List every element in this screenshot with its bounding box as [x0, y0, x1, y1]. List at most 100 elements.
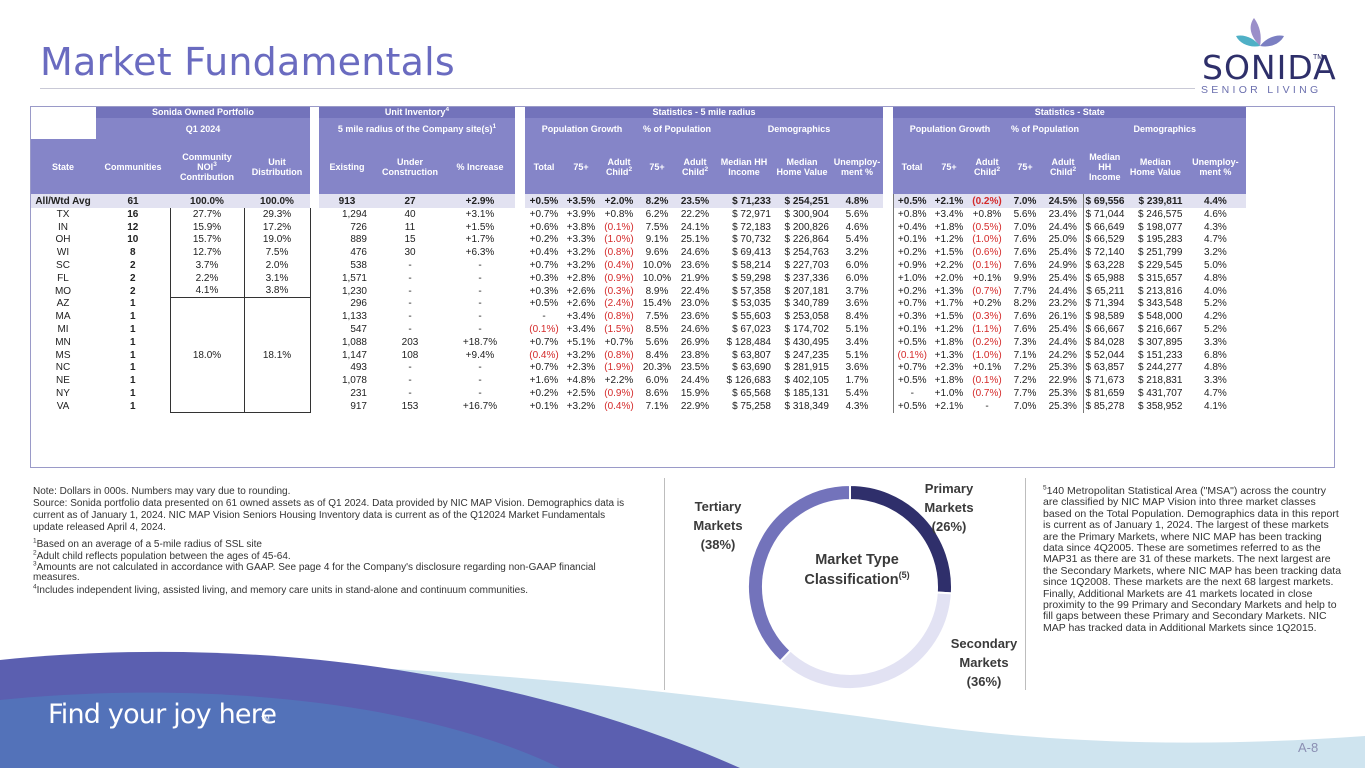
table-cell: $ 216,667 [1137, 324, 1183, 336]
table-cell: 23.0% [680, 298, 710, 310]
table-cell: $ 85,278 [1082, 399, 1127, 413]
table-cell: (0.1%) [972, 260, 1002, 272]
tagline-trademark: TM [261, 717, 270, 723]
table-cell: +16.7% [462, 400, 498, 412]
table-cell: 7.5% [645, 221, 669, 233]
table-cell: +0.7% [892, 297, 931, 311]
table-cell: 19.0% [243, 233, 311, 247]
gap-cell [515, 220, 525, 234]
table-cell: 10.0% [642, 260, 672, 272]
table-cell: $ 281,915 [784, 362, 830, 374]
table-cell: 12 [127, 221, 139, 233]
table-cell: NC [55, 362, 71, 374]
table-cell: 2.2% [169, 271, 245, 285]
table-row: TX 16 27.7% 29.3% 1,294 40 +3.1% +0.7% +3.9% +0.8… [30, 208, 1246, 221]
table-cell: $ 254,763 [784, 247, 830, 259]
table-cell: (1.1%) [972, 324, 1002, 336]
table-cell: +2.9% [445, 194, 515, 208]
table-cell: 1 [129, 311, 136, 323]
col-communities: Communities [96, 139, 170, 194]
table-cell: +3.3% [566, 234, 596, 246]
table-cell: 23.6% [680, 311, 710, 323]
table-cell: 1,078 [341, 375, 367, 387]
gap-cell [883, 220, 893, 234]
gap-cell [310, 323, 319, 336]
table-cell: +9.4% [465, 349, 495, 361]
col-hh-income: Median HH Income [715, 139, 773, 194]
table-cell: $ 430,495 [784, 336, 830, 348]
label-primary-markets: Primary Markets (26%) [924, 481, 974, 534]
table-cell: 4.6% [845, 221, 869, 233]
table-cell: 4.7% [1204, 234, 1227, 246]
table-cell: - [478, 388, 482, 400]
table-cell: $ 67,023 [732, 324, 771, 336]
table-cell: $ 239,811 [1126, 194, 1185, 208]
table-cell: $ 227,703 [784, 260, 830, 272]
table-row: MI 1 547 - - (0.1%) +3.4% (1.5%) 8.5% 24.6% $ 67,0… [30, 323, 1246, 336]
table-cell: - [478, 260, 482, 272]
table-cell: +0.6% [529, 221, 559, 233]
table-cell: MS [55, 349, 71, 361]
petal-logo-icon [1236, 18, 1284, 47]
table-cell: 7.6% [1013, 260, 1037, 272]
gap-cell [515, 284, 525, 298]
table-cell: $ 318,349 [784, 400, 830, 412]
gap-cell [515, 297, 525, 311]
table-cell: +0.2% [892, 284, 931, 298]
group-header-row: Sonida Owned Portfolio Unit Inventory4 S… [30, 106, 1247, 118]
table-cell: 7.5% [645, 311, 669, 323]
logo-trademark: TM [1313, 54, 1324, 61]
table-cell: +4.8% [566, 375, 596, 387]
table-cell: +1.2% [934, 324, 964, 336]
table-cell: 1,088 [341, 336, 367, 348]
table-cell: $ 315,657 [1137, 272, 1183, 284]
header-unit-inventory: Unit Inventory4 [319, 106, 515, 118]
table-cell: MO [54, 285, 72, 297]
market-table: Sonida Owned Portfolio Unit Inventory4 S… [30, 106, 1247, 414]
table-cell: - [985, 400, 989, 412]
table-cell: 23.4% [1048, 208, 1077, 220]
table-cell: $ 66,529 [1082, 233, 1127, 247]
gap-cell [310, 374, 319, 388]
table-cell: - [408, 324, 412, 336]
footnote-5: 5140 Metropolitan Statistical Area ("MSA… [1043, 484, 1342, 634]
gap-cell [310, 399, 319, 413]
table-cell: 25.3% [1048, 388, 1077, 400]
table-cell: +1.5% [934, 311, 964, 323]
table-cell: - [478, 298, 482, 310]
table-cell: 7.2% [1013, 362, 1037, 374]
col-state-75plus: 75+ [931, 139, 967, 194]
table-cell: MA [55, 311, 71, 323]
table-cell: $ 128,484 [726, 336, 772, 348]
col-pct-increase: % Increase [445, 139, 515, 194]
table-cell: 25.1% [680, 234, 710, 246]
table-cell: +2.2% [604, 375, 634, 387]
table-cell: WI [56, 247, 70, 259]
table-cell: (0.5%) [972, 221, 1002, 233]
table-cell: $ 237,336 [784, 272, 830, 284]
table-cell: $ 307,895 [1137, 336, 1183, 348]
table-cell: +2.6% [566, 298, 596, 310]
table-cell: +0.7% [529, 260, 559, 272]
table-cell: 7.3% [1013, 336, 1037, 348]
table-cell: +3.2% [566, 400, 596, 412]
gap-cell [883, 361, 893, 375]
header-sonida-portfolio: Sonida Owned Portfolio [96, 106, 310, 118]
table-cell: +0.8% [604, 208, 634, 220]
table-cell: +18.7% [462, 336, 498, 348]
table-cell: - [478, 362, 482, 374]
gap-cell [515, 348, 525, 362]
table-cell: 1.7% [845, 375, 869, 387]
table-cell: 7.1% [1013, 349, 1037, 361]
col-total: Total [525, 139, 563, 194]
logo-wordmark: SONIDA [1202, 48, 1337, 87]
gap-cell [515, 374, 525, 388]
table-cell: +0.4% [529, 247, 559, 259]
table-cell: $ 57,358 [732, 285, 771, 297]
gap-cell [515, 361, 525, 375]
table-cell: 40 [404, 208, 416, 220]
table-cell: 23.2% [1048, 298, 1077, 310]
table-cell: $ 246,575 [1137, 208, 1183, 220]
table-cell: 25.0% [1048, 234, 1077, 246]
table-cell: 3.3% [1204, 336, 1227, 348]
